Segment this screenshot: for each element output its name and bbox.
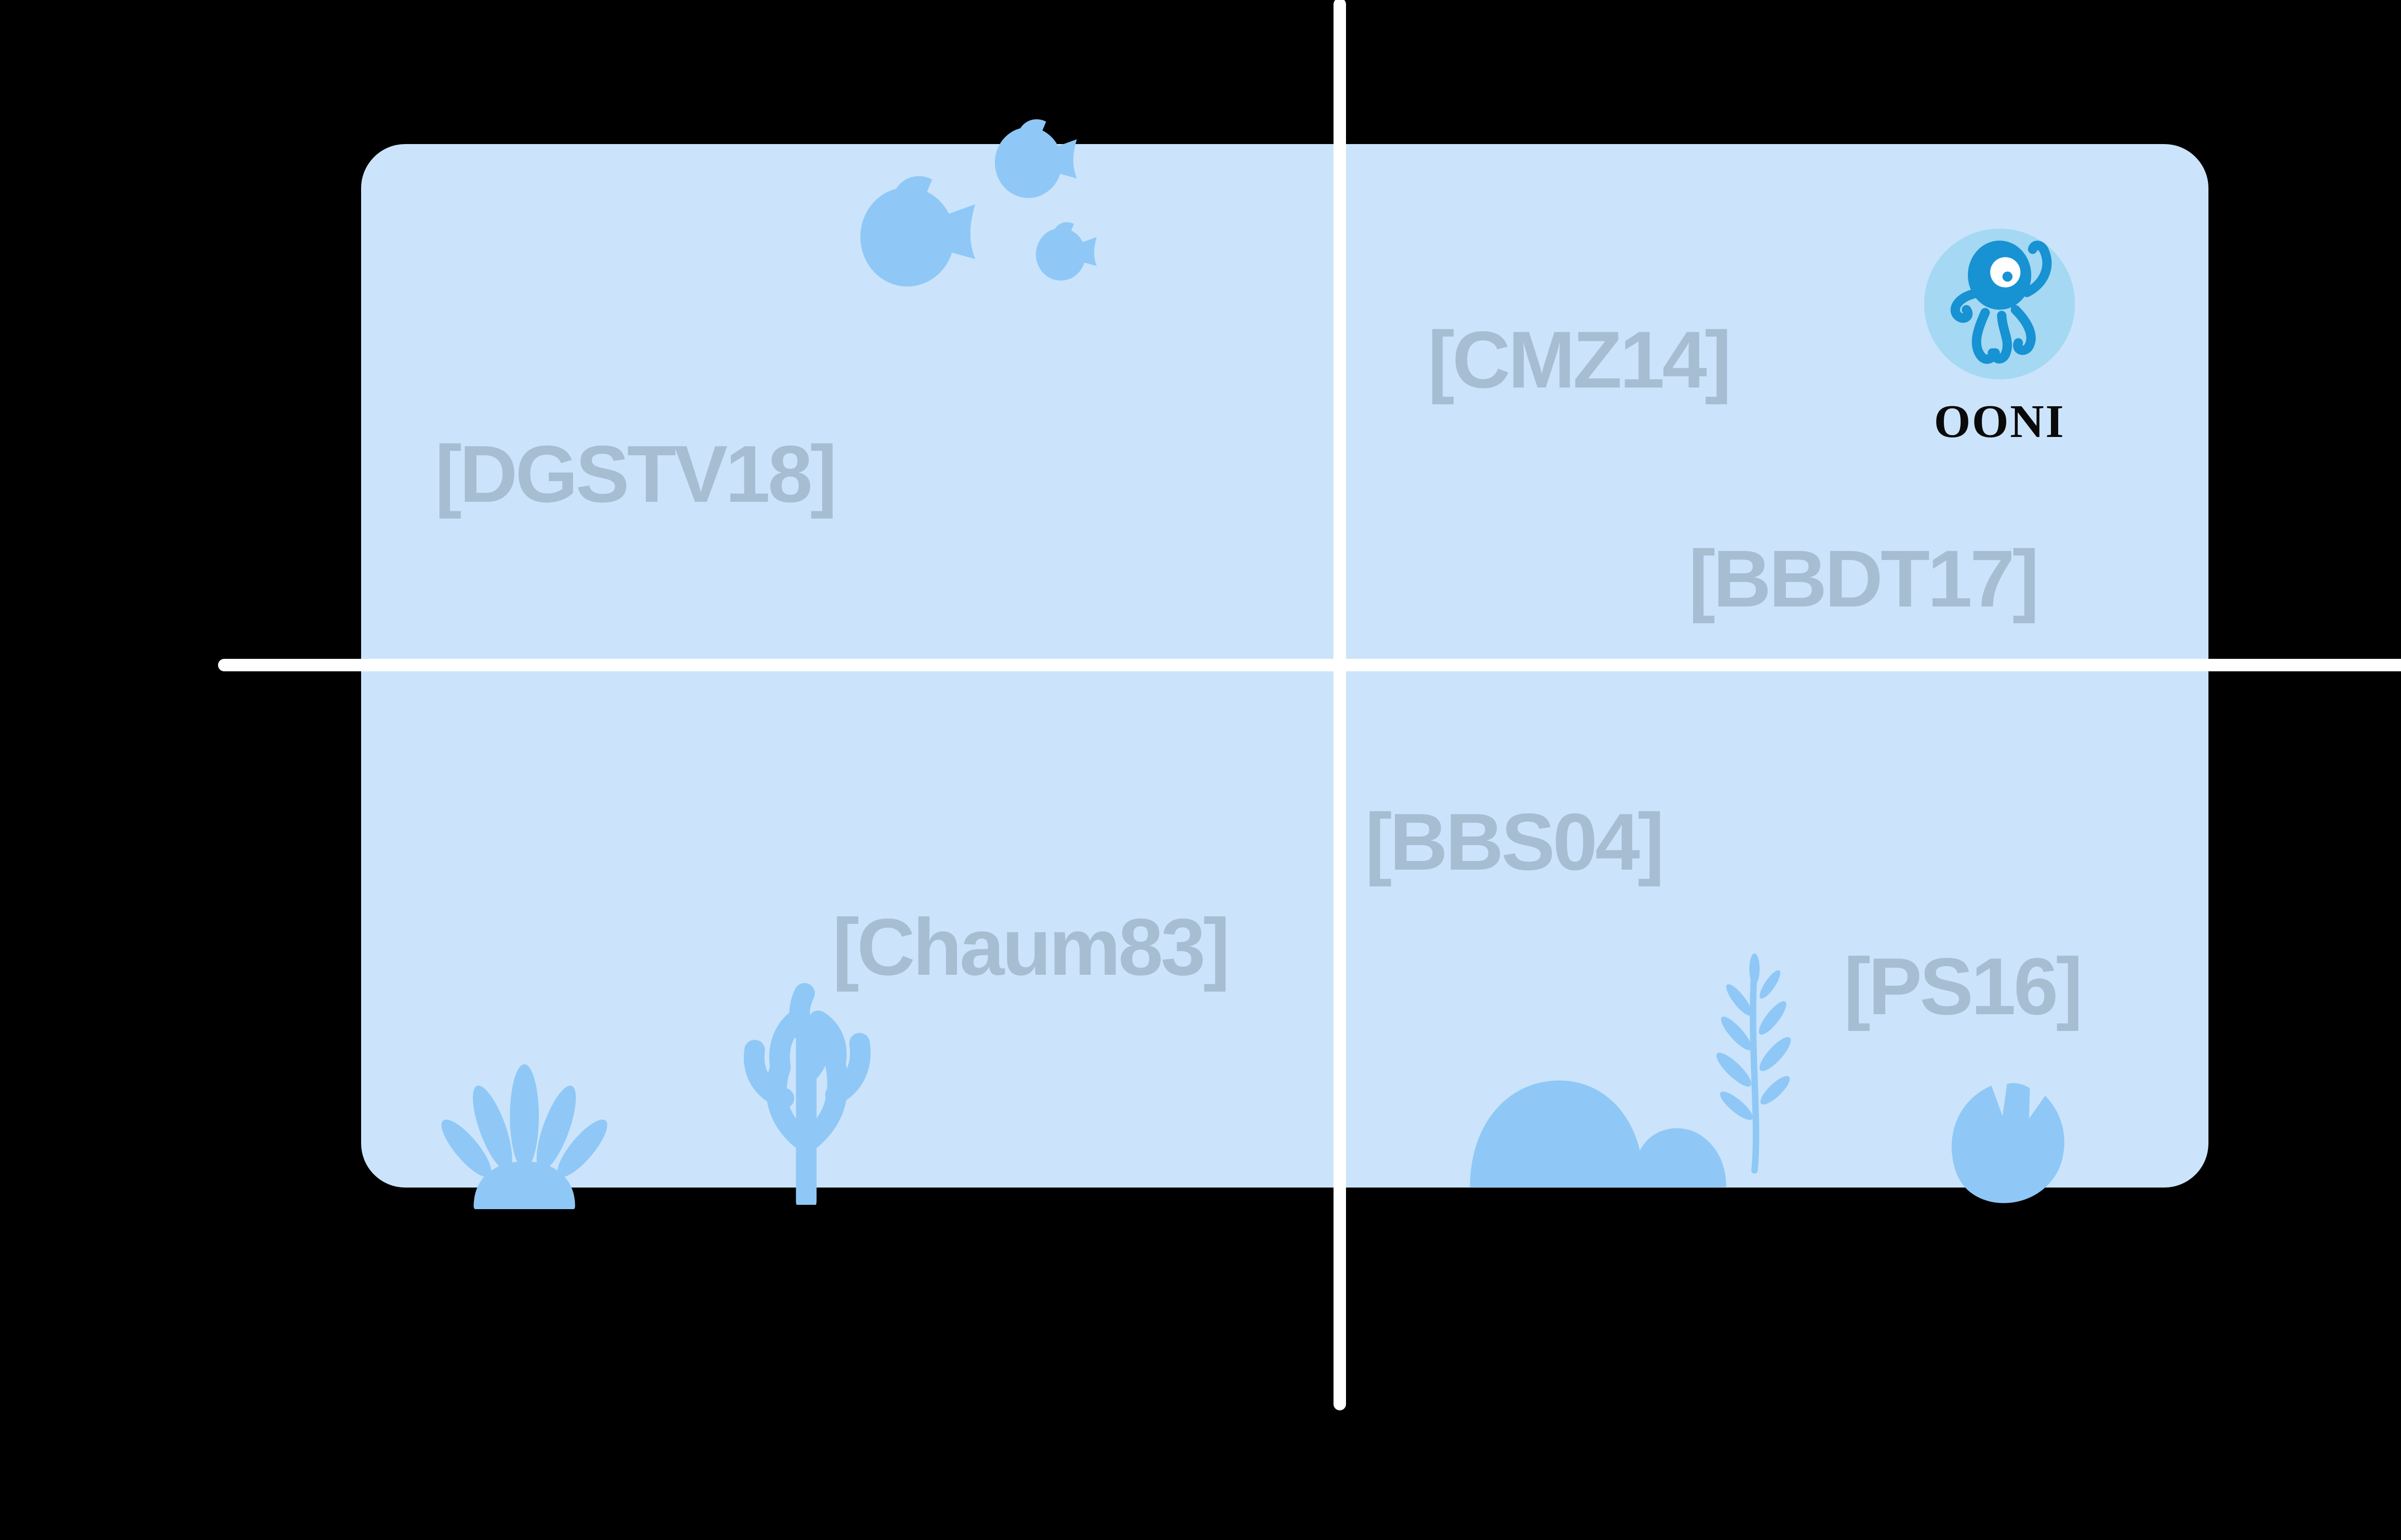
ooni-logo	[1924, 229, 2075, 379]
ooni-logo-text: OONI	[1934, 396, 2065, 448]
label-cmz14: [CMZ14]	[1428, 315, 1732, 405]
seaweed-icon	[441, 1064, 607, 1209]
rock-icon	[1470, 1080, 1726, 1187]
fish-large-icon	[860, 176, 975, 287]
fern-icon	[1716, 953, 1791, 1174]
label-dgstv18: [DGSTV18]	[435, 429, 837, 519]
coral-icon	[743, 983, 871, 1205]
shell-icon	[1952, 1083, 2064, 1203]
y-axis-line	[1334, 0, 1346, 1410]
label-bbs04: [BBS04]	[1365, 797, 1664, 887]
fish-medium-icon	[994, 119, 1077, 198]
label-ps16: [PS16]	[1843, 941, 2083, 1031]
ooni-octopus-icon	[1951, 241, 2052, 364]
fish-small-icon	[1036, 222, 1097, 281]
label-chaum83: [Chaum83]	[832, 902, 1230, 992]
label-bbdt17: [BBDT17]	[1688, 534, 2039, 624]
x-axis-line	[218, 659, 2401, 671]
